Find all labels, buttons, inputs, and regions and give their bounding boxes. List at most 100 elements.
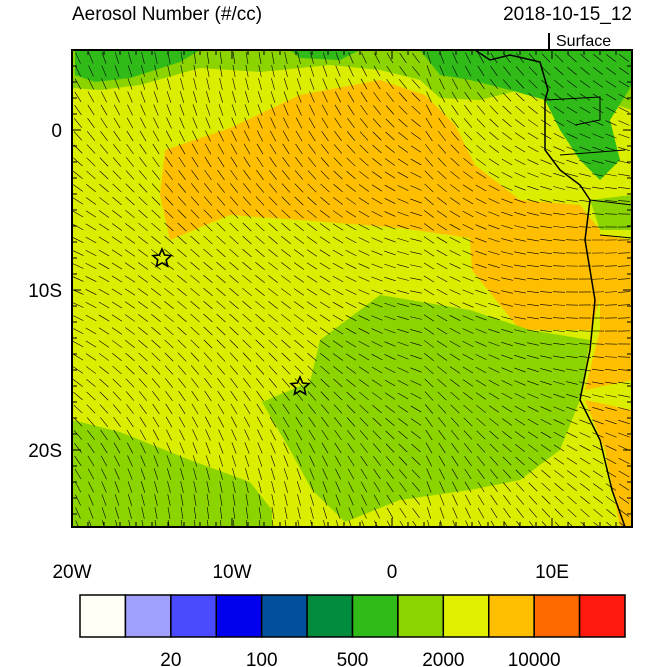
- wind-barb: [242, 352, 252, 362]
- wind-barb: [113, 144, 121, 154]
- wind-barb: [424, 353, 434, 361]
- wind-barb: [527, 290, 539, 294]
- wind-barb: [618, 186, 630, 190]
- wind-barb: [124, 327, 136, 335]
- wind-barb: [335, 78, 341, 90]
- wind-barb: [255, 275, 265, 283]
- wind-barb: [112, 391, 122, 401]
- wind-barb: [410, 418, 422, 426]
- wind-barb: [244, 91, 250, 103]
- wind-barb: [139, 416, 147, 428]
- wind-barb: [193, 507, 197, 519]
- wind-barb: [527, 277, 539, 281]
- wind-barb: [567, 66, 577, 76]
- wind-barb: [464, 105, 472, 115]
- wind-barb: [553, 342, 565, 346]
- wind-barb: [190, 196, 200, 206]
- wind-barb: [192, 117, 198, 129]
- wind-barb: [151, 235, 161, 245]
- wind-barb: [540, 106, 552, 114]
- wind-barb: [475, 184, 487, 192]
- wind-barb: [476, 443, 486, 453]
- wind-barb: [346, 184, 356, 192]
- wind-barb: [449, 184, 461, 192]
- wind-barb: [242, 222, 252, 232]
- wind-barb: [358, 340, 370, 348]
- wind-barb: [219, 78, 223, 90]
- wind-barb: [86, 144, 96, 154]
- wind-barb: [256, 170, 264, 180]
- wind-barb: [553, 406, 565, 412]
- wind-barb: [295, 117, 303, 129]
- wind-barb: [193, 468, 197, 480]
- wind-barb: [604, 291, 618, 293]
- wind-barb: [540, 225, 552, 229]
- wind-barb: [190, 274, 200, 284]
- wind-barb: [269, 416, 277, 428]
- wind-barb: [515, 495, 525, 505]
- wind-barb: [243, 403, 251, 415]
- wind-barb: [112, 170, 122, 180]
- wind-barb: [360, 91, 368, 103]
- wind-barb: [516, 508, 524, 518]
- wind-barb: [257, 455, 263, 467]
- wind-barb: [138, 209, 148, 219]
- wind-barb: [540, 252, 552, 254]
- wind-barb: [604, 278, 618, 280]
- wind-barb: [384, 224, 396, 230]
- wind-barb: [114, 455, 120, 467]
- wind-barb: [269, 390, 277, 402]
- wind-barb: [541, 53, 551, 63]
- wind-barb: [218, 117, 224, 129]
- wind-barb: [229, 209, 239, 219]
- wind-barb: [217, 156, 225, 168]
- wind-barb: [99, 404, 109, 414]
- wind-barb: [152, 130, 160, 142]
- wind-barb: [230, 403, 238, 415]
- wind-barb: [229, 313, 239, 323]
- wind-barb: [268, 183, 278, 193]
- wind-barb: [332, 353, 344, 361]
- green-region: [72, 420, 272, 527]
- wind-barb: [258, 52, 262, 64]
- wind-barb: [322, 507, 328, 519]
- wind-barb: [360, 65, 368, 77]
- wind-barb: [605, 80, 617, 88]
- wind-barb: [124, 275, 136, 283]
- wind-barb: [333, 366, 343, 374]
- wind-barb: [514, 367, 526, 373]
- wind-barb: [514, 264, 526, 268]
- wind-barb: [293, 314, 305, 322]
- wind-barb: [553, 457, 565, 465]
- wind-barb: [321, 104, 329, 116]
- wind-barb: [151, 378, 161, 388]
- wind-barb: [347, 117, 355, 129]
- wind-barb: [579, 93, 591, 101]
- wind-barb: [527, 199, 539, 203]
- wind-barb: [437, 183, 447, 193]
- wind-barb: [372, 443, 382, 453]
- wind-barb: [346, 131, 356, 141]
- wind-barb: [501, 198, 513, 204]
- wind-barb: [293, 275, 305, 283]
- wind-barb: [294, 222, 304, 232]
- wind-barb: [206, 468, 210, 480]
- wind-barb: [307, 170, 317, 180]
- wind-barb: [127, 104, 133, 116]
- wind-barb: [190, 261, 200, 271]
- wind-barb: [423, 327, 435, 335]
- wind-barb: [501, 380, 513, 386]
- wind-barb: [490, 494, 498, 506]
- wind-barb: [218, 104, 224, 116]
- wind-barb: [244, 429, 250, 441]
- wind-barb: [345, 236, 357, 244]
- wind-barb: [232, 91, 236, 103]
- wind-barb: [111, 288, 123, 296]
- wind-barb: [151, 196, 161, 206]
- wind-barb: [177, 313, 187, 323]
- wind-barb: [503, 66, 511, 76]
- wind-barb: [605, 445, 617, 451]
- wind-barb: [399, 507, 407, 519]
- wind-barb: [281, 183, 291, 193]
- wind-barb: [437, 404, 447, 414]
